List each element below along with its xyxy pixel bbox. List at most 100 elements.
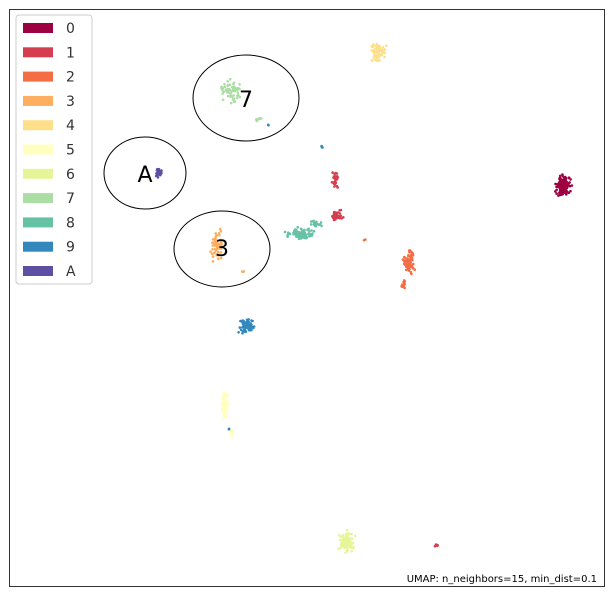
legend-label-5: 5: [66, 143, 75, 159]
point-class-5-535: [231, 433, 234, 436]
point-class-8-805: [317, 223, 320, 226]
point-class-4-454: [383, 52, 386, 55]
point-class-5-504: [227, 404, 230, 407]
point-class-8-779: [293, 230, 296, 233]
point-class-7-692: [221, 88, 224, 91]
point-class-7-683: [228, 88, 231, 91]
point-class-7-684: [236, 97, 239, 100]
point-class-6-583: [338, 534, 341, 537]
point-class-0-97: [557, 194, 560, 197]
point-class-0-84: [555, 192, 558, 195]
legend-swatch-1: [23, 47, 53, 57]
point-class-6-604: [349, 546, 352, 549]
point-class-0-102: [561, 193, 564, 196]
point-class-0-148: [560, 180, 563, 183]
point-class-1-183: [336, 172, 339, 175]
point-class-3-381: [212, 255, 215, 258]
point-class-6-609: [344, 552, 347, 555]
annotation-label-7: 7: [239, 88, 253, 113]
legend-swatch-7: [23, 193, 53, 203]
point-class-0-141: [569, 185, 572, 188]
point-class-7-642: [222, 99, 225, 102]
point-class-0-143: [565, 179, 568, 182]
point-class-3-391: [218, 232, 221, 235]
point-class-6-626: [348, 542, 351, 545]
point-class-4-450: [385, 44, 388, 47]
point-class-2-303: [409, 262, 412, 265]
point-class-8-753: [284, 231, 287, 234]
point-class-4-458: [371, 59, 374, 62]
point-class-6-576: [350, 550, 353, 553]
point-class-7-672: [238, 83, 241, 86]
point-class-7-690: [232, 89, 235, 92]
point-class-3-354: [209, 250, 212, 253]
point-class-6-621: [354, 535, 357, 538]
point-class-0-133: [564, 176, 567, 179]
point-class-7-635: [229, 92, 232, 95]
point-class-6-591: [341, 535, 344, 538]
point-class-8-774: [311, 232, 314, 235]
point-class-9-860: [247, 318, 250, 321]
point-class-8-711: [313, 230, 316, 233]
point-class-3-358: [219, 228, 222, 231]
legend: 0 1 2 3 4 5 6 7 8 9 A: [16, 15, 92, 284]
point-class-8-716: [300, 228, 303, 231]
legend-swatch-5: [23, 145, 53, 155]
legend-label-a: A: [66, 264, 76, 280]
footer-text: UMAP: n_neighbors=15, min_dist=0.1: [407, 574, 597, 585]
point-class-6-618: [340, 543, 343, 546]
legend-label-7: 7: [66, 191, 75, 207]
point-class-3-397: [241, 270, 244, 273]
point-class-7-657: [226, 80, 229, 83]
point-class-a-924: [157, 171, 160, 174]
point-class-1-205: [338, 209, 341, 212]
point-class-6-566: [350, 533, 353, 536]
point-class-1-229: [340, 215, 343, 218]
point-class-0-63: [554, 190, 557, 193]
point-class-4-435: [375, 46, 378, 49]
point-class-0-149: [565, 189, 568, 192]
point-class-6-608: [345, 546, 348, 549]
point-class-5-527: [223, 406, 226, 409]
point-class-6-616: [340, 539, 343, 542]
point-class-0-146: [559, 184, 562, 187]
point-class-0-130: [561, 173, 564, 176]
legend-swatch-9: [23, 242, 53, 252]
point-class-4-461: [374, 51, 377, 54]
point-class-8-804: [310, 223, 313, 226]
point-class-1-170: [333, 185, 336, 188]
point-class-0-93: [555, 186, 558, 189]
point-class-7-653: [230, 102, 233, 105]
point-class-2-308: [411, 253, 414, 256]
point-class-4-431: [378, 59, 381, 62]
point-class-9-893: [320, 145, 323, 148]
point-class-0-145: [559, 177, 562, 180]
plot-frame: [10, 10, 605, 587]
legend-swatch-6: [23, 169, 53, 179]
point-class-6-627: [348, 533, 351, 536]
point-class-8-769: [295, 234, 298, 237]
point-class-5-511: [223, 396, 226, 399]
point-class-6-585: [352, 546, 355, 549]
point-class-0-115: [569, 190, 572, 193]
legend-label-4: 4: [66, 118, 75, 134]
point-class-4-407: [383, 56, 386, 59]
point-class-5-500: [222, 417, 225, 420]
point-class-8-783: [302, 236, 305, 239]
point-class-1-227: [338, 217, 341, 220]
point-class-8-801: [310, 220, 313, 223]
point-class-8-789: [287, 232, 290, 235]
point-class-2-309: [410, 273, 413, 276]
point-class-7-636: [227, 95, 230, 98]
point-class-2-319: [403, 280, 406, 283]
point-class-6-624: [346, 529, 349, 532]
point-class-9-887: [243, 326, 246, 329]
point-class-6-592: [351, 537, 354, 540]
point-class-2-280: [409, 266, 412, 269]
point-class-a-927: [156, 169, 159, 172]
point-class-3-344: [211, 248, 214, 251]
point-class-1-235: [436, 544, 439, 547]
point-class-2-281: [412, 267, 415, 270]
point-class-1-184: [335, 177, 338, 180]
point-class-7-691: [229, 95, 232, 98]
